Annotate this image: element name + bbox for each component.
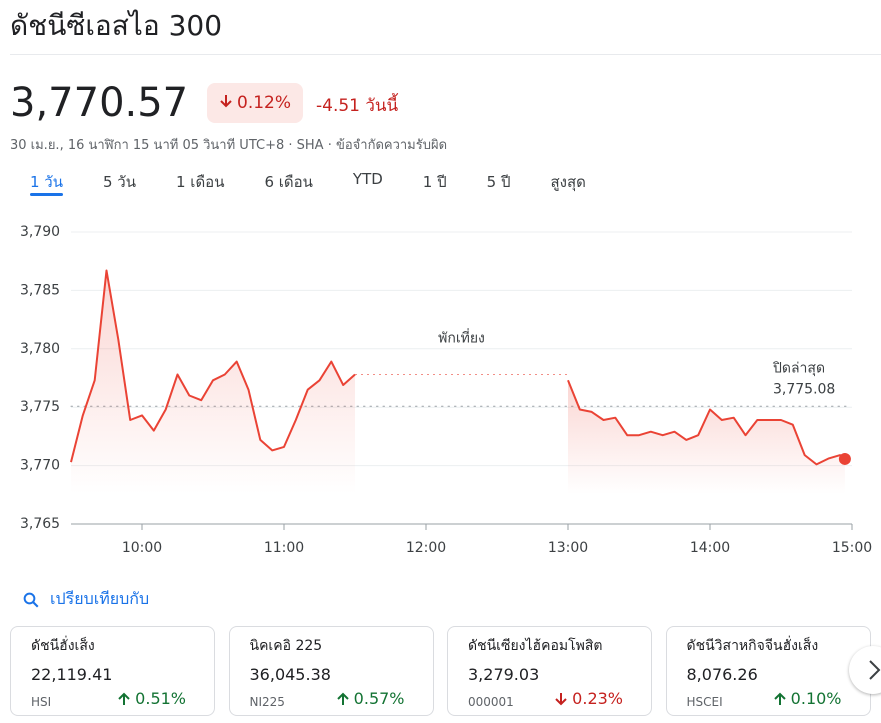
- x-tick-label: 14:00: [690, 540, 730, 556]
- next-button[interactable]: [849, 646, 881, 694]
- tabs: 1 วัน 5 วัน 1 เดือน 6 เดือน YTD 1 ปี 5 ปี สูงสุ…: [10, 170, 606, 196]
- tab[interactable]: 1 เดือน: [176, 173, 225, 191]
- card-value: 36,045.38: [249, 665, 331, 684]
- x-tick-label: 13:00: [548, 540, 588, 556]
- compare-card[interactable]: นิคเคอิ 225 36,045.38 NI225 0.57%: [228, 626, 434, 716]
- reference-label: ปิดล่าสุด: [773, 360, 826, 376]
- y-tick-label: 3,790: [20, 224, 60, 240]
- arrow: [220, 95, 232, 108]
- reference-value: 3,775.08: [773, 381, 835, 397]
- change-percent: 0.57%: [353, 689, 405, 708]
- subtitle: 30 เม.ย., 16 นาฬิกา 15 นาที 05 วินาที UT…: [10, 138, 448, 153]
- card-code: NI225: [249, 695, 285, 709]
- y-tick-label: 3,775: [20, 399, 60, 415]
- compare-button[interactable]: เปรียบเทียบกับ: [22, 587, 149, 612]
- tab[interactable]: 1 ปี: [422, 173, 447, 191]
- y-tick-label: 3,770: [20, 458, 60, 474]
- card-value: 3,279.03: [468, 665, 540, 684]
- y-tick-label: 3,765: [20, 516, 60, 532]
- chevron: [869, 660, 881, 680]
- change: -4.51 วันนี้: [316, 96, 399, 116]
- card-name: นิคเคอิ 225: [249, 638, 323, 654]
- tab[interactable]: YTD: [352, 170, 383, 188]
- x-tick-label: 11:00: [264, 540, 304, 556]
- tab[interactable]: 1 วัน: [10, 170, 83, 196]
- compare-card[interactable]: ดัชนีวิสาหกิจจีนฮั่งเส็ง 8,076.26 HSCEI 0.1…: [665, 626, 871, 716]
- divider: [10, 54, 881, 55]
- compare-card[interactable]: ดัชนีฮั่งเส็ง 22,119.41 HSI 0.51%: [10, 626, 215, 716]
- compare-card[interactable]: ดัชนีเซียงไฮ้คอมโพสิต 3,279.03 000001 0.23%: [447, 626, 652, 716]
- card-change: 0.10%: [773, 689, 842, 708]
- arrow-icon: [773, 692, 786, 705]
- card-code: 000001: [468, 695, 514, 709]
- arrow-icon: [555, 692, 567, 705]
- price-line: [70, 269, 356, 463]
- arrow-icon: [118, 692, 130, 705]
- card-name: ดัชนีฮั่งเส็ง: [31, 638, 95, 654]
- area-fill: [568, 380, 845, 494]
- x-tick-label: 10:00: [122, 540, 162, 556]
- card-value: 22,119.41: [31, 665, 113, 684]
- arrow-icon: [336, 692, 349, 705]
- arrow-icon: [220, 95, 232, 108]
- chart: 3,765 3,770 3,775 3,780 3,785 3,790 10:00 11:00…: [20, 224, 872, 556]
- price: 3,770.57: [10, 80, 189, 126]
- change-percent: 0.51%: [135, 689, 186, 708]
- tab[interactable]: 6 เดือน: [264, 173, 313, 191]
- arrow: [118, 692, 130, 705]
- card-name: ดัชนีวิสาหกิจจีนฮั่งเส็ง: [686, 638, 819, 654]
- search-icon: [23, 592, 39, 607]
- tab[interactable]: 5 วัน: [103, 173, 136, 191]
- card-code: HSCEI: [686, 695, 723, 709]
- price-line: [567, 379, 846, 466]
- x-tick-label: 15:00: [832, 540, 872, 556]
- change-percent: 0.23%: [572, 689, 623, 708]
- y-tick-label: 3,780: [20, 341, 60, 357]
- card-name: ดัชนีเซียงไฮ้คอมโพสิต: [468, 638, 603, 654]
- tab[interactable]: สูงสุด: [550, 173, 586, 191]
- x-tick-label: 12:00: [406, 540, 446, 556]
- change-chip: 0.12%: [207, 83, 304, 123]
- card-change: 0.57%: [336, 689, 405, 708]
- change-percent: 0.12%: [237, 93, 292, 113]
- arrow: [773, 692, 786, 705]
- card-change: 0.51%: [117, 689, 186, 708]
- tab[interactable]: 5 ปี: [486, 173, 511, 191]
- title: ดัชนีซีเอสไอ 300: [10, 9, 223, 42]
- arrow: [219, 93, 233, 113]
- y-tick-label: 3,785: [20, 282, 60, 298]
- last-point: [838, 452, 851, 465]
- card-change: 0.23%: [554, 689, 623, 708]
- arrow: [336, 692, 349, 705]
- change-percent: 0.10%: [790, 689, 842, 708]
- card-code: HSI: [31, 695, 52, 709]
- arrow: [555, 692, 567, 705]
- annotation: พักเที่ยง: [438, 328, 485, 346]
- compare-label: เปรียบเทียบกับ: [50, 589, 150, 608]
- card-value: 8,076.26: [686, 665, 758, 684]
